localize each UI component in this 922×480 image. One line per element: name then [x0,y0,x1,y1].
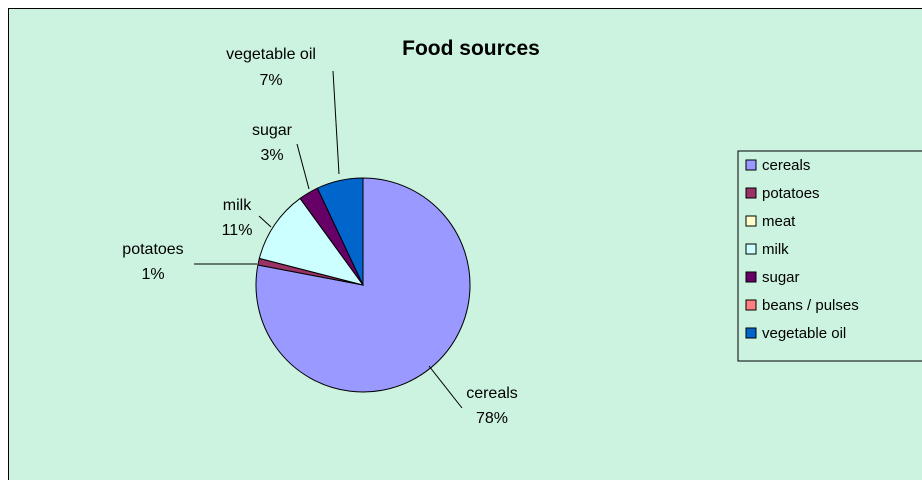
data-label-name-milk: milk [223,197,252,214]
legend-label-vegetable-oil: vegetable oil [762,325,846,342]
legend-swatch-milk [745,243,757,255]
legend-label-sugar: sugar [762,269,800,286]
chart-area: Food sources cereals 78% potatoes 1% milk 11%… [8,8,922,480]
legend-swatch-beans-pulses [745,299,757,311]
data-label-name-potatoes: potatoes [122,241,183,258]
data-label-value-milk: 11% [222,222,253,239]
chart-title: Food sources [402,37,540,60]
legend-box [737,150,922,362]
legend-swatch-sugar [745,271,757,283]
data-label-name-sugar: sugar [252,122,293,139]
data-label-name-vegetable-oil: vegetable oil [226,46,316,63]
legend-label-milk: milk [762,241,789,258]
data-label-value-cereals: 78% [476,410,508,427]
pie-slice-cereals [255,177,471,393]
legend-swatch-cereals [745,159,757,171]
legend-label-cereals: cereals [762,157,810,174]
legend-swatch-meat [745,215,757,227]
leader-line-milk [258,215,272,228]
data-label-value-sugar: 3% [260,147,283,164]
pie-slice-vegetable-oil [316,177,364,286]
legend-label-beans-pulses: beans / pulses [762,297,859,314]
leader-line-vegetable-oil [332,70,340,175]
data-label-name-cereals: cereals [466,385,518,402]
legend-swatch-potatoes [745,187,757,199]
pie-slice-milk [258,197,365,286]
legend-swatch-vegetable-oil [745,327,757,339]
pie-chart: Food sources cereals 78% potatoes 1% milk 11%… [122,37,922,427]
leader-line-cereals [428,365,463,409]
legend-label-potatoes: potatoes [762,185,820,202]
legend: cereals potatoes meat milk sugar beans / puls… [737,150,922,362]
legend-label-meat: meat [762,213,796,230]
data-label-value-vegetable-oil: 7% [259,72,282,89]
data-label-value-potatoes: 1% [141,266,164,283]
leader-line-sugar [296,143,310,190]
